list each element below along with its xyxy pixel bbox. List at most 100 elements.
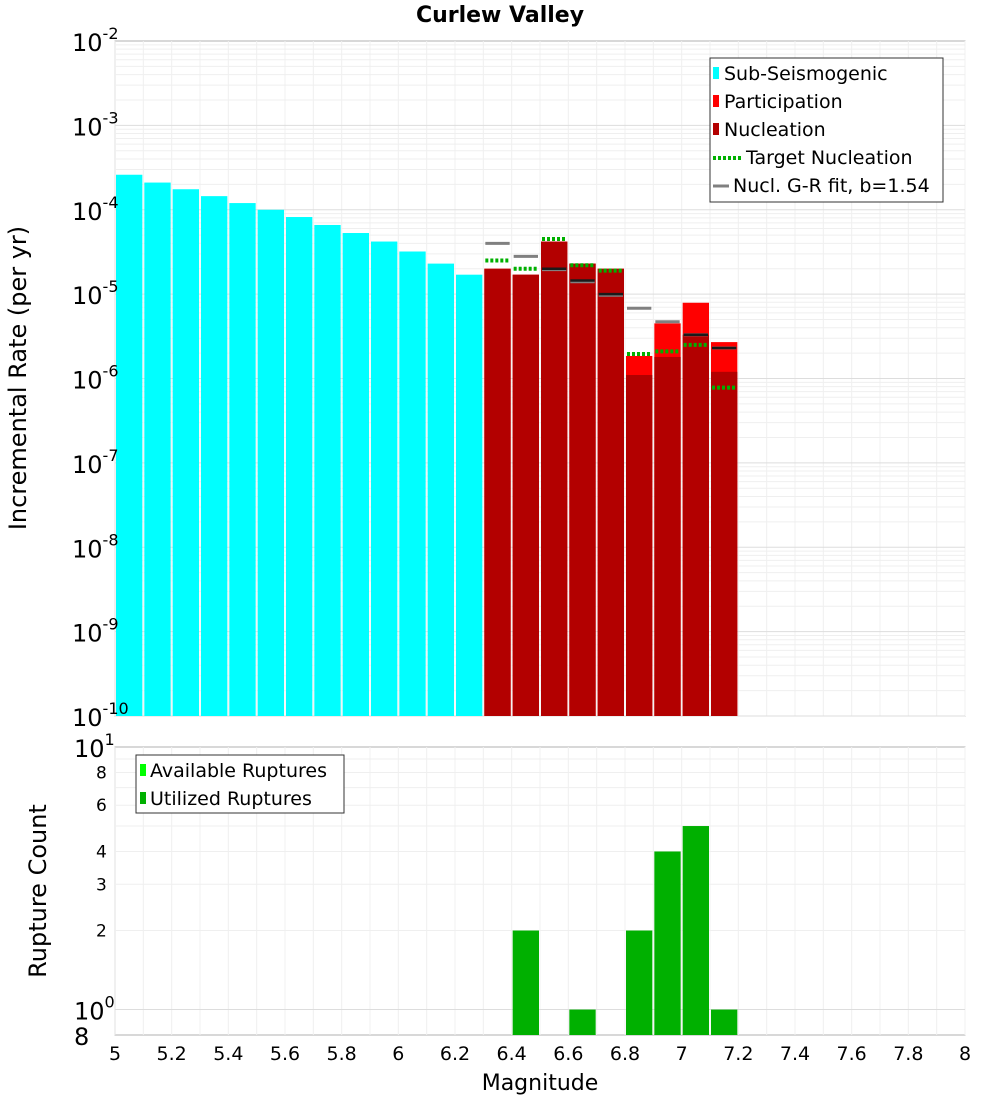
nucleation-bar — [484, 268, 511, 716]
y-tick-exponent: 1 — [105, 730, 115, 749]
y-tick-base: 4 — [96, 842, 107, 862]
legend-swatch-participation — [713, 95, 719, 107]
x-tick-label: 5 — [109, 1043, 121, 1065]
utilized-ruptures-bar — [626, 930, 653, 1035]
legend-label-nucleation: Nucleation — [724, 119, 826, 141]
top-y-tick-label: 10-8 — [72, 530, 119, 563]
nucleation-bar — [569, 263, 596, 716]
y-tick-base: 10 — [72, 29, 103, 57]
legend-swatch-sub-seismogenic — [713, 67, 719, 79]
legend-label-sub-seismogenic: Sub-Seismogenic — [724, 63, 888, 85]
sub-seismogenic-bar — [342, 233, 369, 716]
y-tick-exponent: -8 — [103, 530, 119, 549]
y-tick-base: 8 — [74, 1023, 89, 1051]
x-tick-label: 6.2 — [440, 1043, 470, 1065]
x-tick-label: 6 — [392, 1043, 404, 1065]
top-legend-box — [709, 57, 944, 203]
legend-label-available-ruptures: Available Ruptures — [150, 760, 327, 782]
top-y-tick-label: 10-3 — [72, 108, 119, 141]
legend-swatch-utilized-ruptures — [140, 792, 146, 804]
y-tick-base: 8 — [96, 763, 107, 783]
top-y-axis-label: Incremental Rate (per yr) — [4, 226, 32, 530]
x-tick-label: 6.4 — [497, 1043, 527, 1065]
sub-seismogenic-bar — [201, 196, 228, 716]
y-tick-base: 10 — [72, 282, 103, 310]
utilized-ruptures-bar — [569, 1009, 596, 1035]
utilized-ruptures-bar — [682, 826, 709, 1035]
y-tick-exponent: -7 — [103, 446, 119, 465]
y-tick-exponent: -10 — [103, 699, 129, 718]
y-tick-base: 2 — [96, 922, 107, 942]
bottom-y-tick-label: 101 — [74, 730, 115, 763]
top-y-tick-label: 10-5 — [72, 277, 119, 310]
sub-seismogenic-bar — [144, 182, 171, 716]
nucleation-bar — [682, 334, 709, 716]
x-tick-label: 6.8 — [610, 1043, 640, 1065]
utilized-ruptures-bar — [711, 1009, 738, 1035]
bottom-y-tick-label: 8 — [74, 1023, 89, 1051]
top-y-tick-label: 10-7 — [72, 446, 119, 479]
x-tick-label: 6.6 — [553, 1043, 583, 1065]
bottom-y-tick-label: 4 — [96, 842, 107, 862]
sub-seismogenic-bar — [229, 203, 256, 716]
bottom-y-tick-label: 8 — [96, 763, 107, 783]
x-tick-label: 7.8 — [893, 1043, 923, 1065]
utilized-ruptures-bar — [512, 930, 539, 1035]
legend-label-gr-fit: Nucl. G-R fit, b=1.54 — [733, 175, 930, 197]
bottom-gridlines — [114, 747, 966, 1035]
sub-seismogenic-bar — [257, 209, 284, 716]
bottom-y-axis-label: Rupture Count — [24, 804, 52, 978]
x-tick-label: 7 — [676, 1043, 688, 1065]
y-tick-base: 6 — [96, 796, 107, 816]
top-y-tick-label: 10-10 — [72, 699, 129, 732]
bottom-y-tick-label: 6 — [96, 796, 107, 816]
x-tick-label: 7.2 — [723, 1043, 753, 1065]
nucleation-bar — [597, 268, 624, 716]
x-axis-label: Magnitude — [482, 1071, 599, 1096]
sub-seismogenic-bar — [314, 224, 341, 716]
top-y-tick-label: 10-2 — [72, 24, 119, 57]
x-tick-labels: 5 5.2 5.4 5.6 5.8 6 6.2 6.4 6.6 6.8 7 7.2 7.4 7.6 7.8 8 — [109, 1043, 971, 1065]
top-legend: Sub-Seismogenic Participation Nucleation… — [709, 57, 944, 203]
y-tick-exponent: -2 — [103, 24, 119, 43]
legend-label-utilized-ruptures: Utilized Ruptures — [150, 788, 312, 810]
y-tick-exponent: -4 — [103, 193, 119, 212]
y-tick-exponent: -9 — [103, 615, 119, 634]
bottom-y-tick-label: 3 — [96, 875, 107, 895]
nucleation-bar — [541, 241, 568, 716]
sub-seismogenic-bar — [456, 274, 483, 716]
sub-seismogenic-bar — [427, 263, 454, 716]
x-tick-label: 7.4 — [780, 1043, 810, 1065]
x-tick-label: 8 — [959, 1043, 971, 1065]
top-y-tick-label: 10-4 — [72, 193, 119, 226]
y-tick-exponent: -5 — [103, 277, 119, 296]
y-tick-base: 3 — [96, 875, 107, 895]
y-tick-base: 10 — [74, 998, 105, 1026]
top-line-marks — [485, 237, 737, 390]
utilized-ruptures-bar — [654, 851, 681, 1035]
legend-label-target-nucleation: Target Nucleation — [745, 147, 913, 169]
y-tick-base: 10 — [72, 198, 103, 226]
legend-label-participation: Participation — [724, 91, 843, 113]
x-tick-label: 5.4 — [213, 1043, 243, 1065]
y-tick-base: 10 — [72, 704, 103, 732]
y-tick-base: 10 — [72, 367, 103, 395]
nucleation-bar — [512, 274, 539, 716]
y-tick-exponent: -3 — [103, 108, 119, 127]
x-tick-label: 7.6 — [837, 1043, 867, 1065]
x-tick-label: 5.6 — [270, 1043, 300, 1065]
sub-seismogenic-bar — [371, 241, 398, 716]
bottom-y-tick-label: 2 — [96, 922, 107, 942]
y-tick-base: 10 — [72, 620, 103, 648]
bottom-legend-box — [135, 754, 345, 814]
bottom-y-tick-label: 100 — [74, 993, 115, 1026]
y-tick-base: 10 — [74, 735, 105, 763]
y-tick-exponent: -6 — [103, 362, 119, 381]
sub-seismogenic-bar — [286, 217, 313, 716]
sub-seismogenic-bar — [172, 189, 199, 716]
chart-title: Curlew Valley — [416, 3, 584, 28]
sub-seismogenic-bar — [399, 251, 426, 716]
